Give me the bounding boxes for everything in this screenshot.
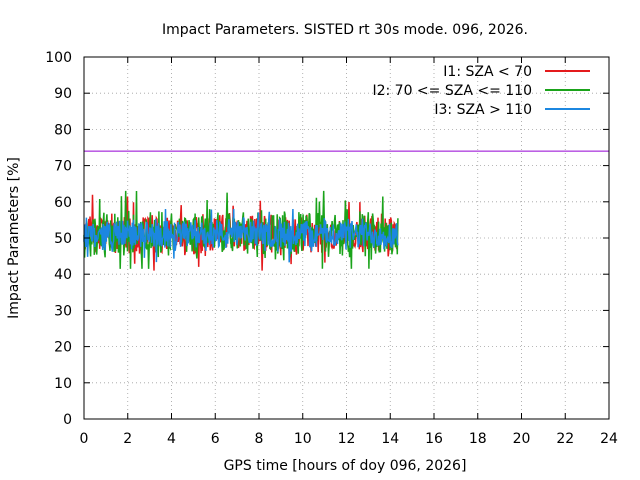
series-line-3 [83,208,399,263]
x-tick-label: 8 [255,431,264,447]
y-tick-label: 10 [54,376,72,392]
x-tick-label: 10 [294,431,312,447]
x-tick-label: 0 [80,431,89,447]
legend-label: I2: 70 <= SZA <= 110 [372,83,532,99]
y-tick-label: 40 [54,267,72,283]
legend-label: I1: SZA < 70 [443,64,532,80]
legend: I1: SZA < 70 I2: 70 <= SZA <= 110 I3: SZA … [372,64,590,118]
x-tick-label: 14 [381,431,399,447]
series-group [83,190,399,271]
x-tick-label: 18 [469,431,487,447]
x-axis-label: GPS time [hours of doy 096, 2026] [224,458,467,474]
ticks: 0 2 4 6 8 10 12 14 16 18 20 22 240102030405060708090… [45,50,618,447]
y-axis-label: Impact Parameters [%] [6,157,22,319]
x-tick-label: 6 [211,431,220,447]
x-tick-label: 4 [167,431,176,447]
x-tick-label: 20 [513,431,531,447]
legend-label: I3: SZA > 110 [434,102,532,118]
y-tick-label: 60 [54,195,72,211]
x-tick-label: 12 [338,431,356,447]
y-tick-label: 100 [45,50,72,66]
y-tick-label: 30 [54,303,72,319]
x-tick-label: 24 [600,431,618,447]
x-tick-label: 16 [425,431,443,447]
y-tick-label: 0 [63,412,72,428]
y-tick-label: 70 [54,159,72,175]
x-tick-label: 2 [123,431,132,447]
y-tick-label: 80 [54,122,72,138]
x-tick-label: 22 [556,431,574,447]
series-line-2 [83,190,399,269]
chart-title: Impact Parameters. SISTED rt 30s mode. 0… [162,22,528,38]
y-tick-label: 50 [54,231,72,247]
y-tick-label: 90 [54,86,72,102]
y-tick-label: 20 [54,340,72,356]
